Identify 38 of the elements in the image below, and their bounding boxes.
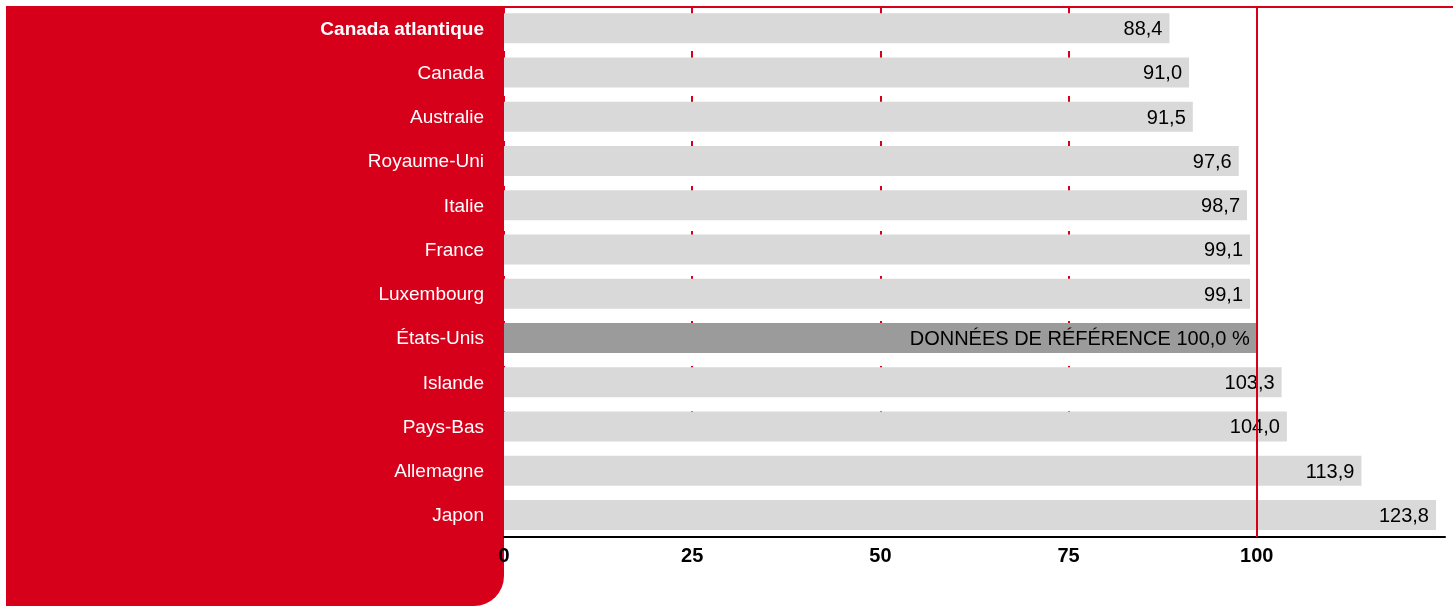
data-label: 99,1 xyxy=(1204,282,1244,305)
y-tick-label: Royaume-Uni xyxy=(367,150,484,172)
data-label: 99,1 xyxy=(1204,238,1244,261)
bar xyxy=(504,278,1251,309)
bar xyxy=(504,57,1190,88)
x-tick-label: 50 xyxy=(869,544,892,566)
x-tick-label: 25 xyxy=(681,544,704,566)
y-tick-label: Allemagne xyxy=(394,460,484,482)
y-tick-label: Canada xyxy=(417,61,485,83)
bar xyxy=(504,234,1251,265)
bar xyxy=(504,190,1248,221)
data-label: 98,7 xyxy=(1201,194,1241,217)
y-tick-label: Luxembourg xyxy=(378,283,484,305)
data-label: 91,5 xyxy=(1146,105,1186,128)
x-tick-label: 100 xyxy=(1240,544,1274,566)
x-tick-label: 0 xyxy=(498,544,510,566)
bar xyxy=(504,13,1170,44)
y-tick-label: États-Unis xyxy=(396,327,484,349)
bar xyxy=(504,499,1436,530)
y-tick-label: Italie xyxy=(443,194,484,216)
bar xyxy=(504,101,1193,132)
bar xyxy=(504,455,1362,486)
data-label: 123,8 xyxy=(1378,503,1429,526)
y-tick-label: Canada atlantique xyxy=(320,17,484,39)
bar xyxy=(504,145,1239,176)
y-tick-label: Japon xyxy=(432,504,484,526)
data-label: DONNÉES DE RÉFÉRENCE 100,0 % xyxy=(909,326,1251,349)
y-tick-label: Pays-Bas xyxy=(402,415,484,437)
data-label: 113,9 xyxy=(1305,459,1355,482)
data-label: 91,0 xyxy=(1143,61,1183,84)
bar xyxy=(504,367,1282,398)
data-label: 97,6 xyxy=(1192,149,1232,172)
y-tick-label: Australie xyxy=(410,106,484,128)
y-tick-label: Islande xyxy=(422,371,484,393)
data-label: 88,4 xyxy=(1123,17,1163,40)
x-tick-label: 75 xyxy=(1057,544,1080,566)
y-tick-label: France xyxy=(424,238,484,260)
bar xyxy=(504,411,1287,442)
